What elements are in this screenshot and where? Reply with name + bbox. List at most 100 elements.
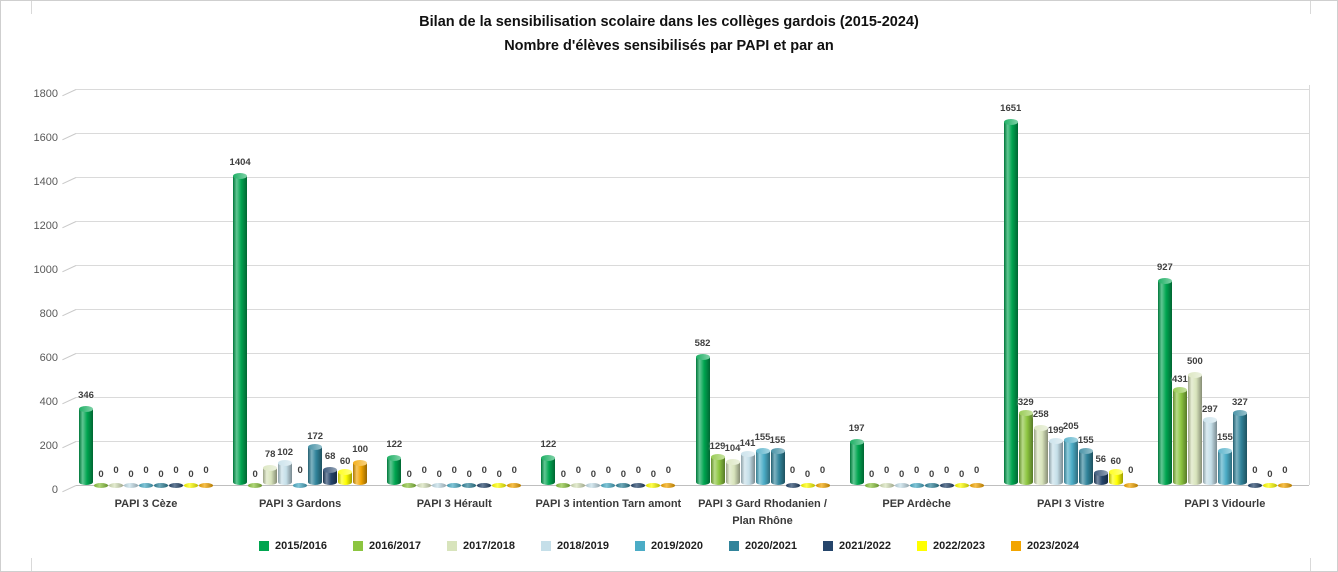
bar[interactable] <box>1048 441 1063 485</box>
zero-marker[interactable] <box>601 483 616 488</box>
bar[interactable] <box>1172 390 1187 485</box>
zero-marker[interactable] <box>154 483 168 488</box>
zero-marker[interactable] <box>661 483 676 488</box>
bar[interactable] <box>770 450 785 485</box>
zero-marker[interactable] <box>1277 483 1292 488</box>
legend-item[interactable]: 2018/2019 <box>541 540 609 552</box>
bar[interactable] <box>755 450 770 485</box>
zero-marker[interactable] <box>909 483 924 488</box>
bar[interactable] <box>1157 281 1172 485</box>
zero-marker[interactable] <box>462 483 477 488</box>
zero-marker[interactable] <box>785 483 800 488</box>
bar[interactable] <box>1187 375 1202 485</box>
bar[interactable] <box>710 456 725 485</box>
bar[interactable] <box>1003 121 1018 485</box>
legend-item[interactable]: 2021/2022 <box>823 540 891 552</box>
zero-marker[interactable] <box>199 483 213 488</box>
zero-marker[interactable] <box>417 483 432 488</box>
legend-item[interactable]: 2023/2024 <box>1011 540 1079 552</box>
bar[interactable] <box>323 470 338 485</box>
zero-marker[interactable] <box>800 483 815 488</box>
gridline <box>76 177 1309 178</box>
legend-item[interactable]: 2019/2020 <box>635 540 703 552</box>
zero-marker[interactable] <box>616 483 631 488</box>
bar[interactable] <box>1232 413 1247 485</box>
zero-marker[interactable] <box>507 483 522 488</box>
bar[interactable] <box>740 453 755 485</box>
value-label: 122 <box>386 439 403 451</box>
bar[interactable] <box>1217 450 1232 485</box>
value-label: 582 <box>694 337 711 349</box>
zero-marker[interactable] <box>477 483 492 488</box>
bar[interactable] <box>725 462 740 485</box>
zero-marker[interactable] <box>815 483 830 488</box>
legend-item[interactable]: 2020/2021 <box>729 540 797 552</box>
zero-marker[interactable] <box>1247 483 1262 488</box>
value-label: 0 <box>128 469 134 480</box>
zero-marker[interactable] <box>939 483 954 488</box>
bar[interactable] <box>1108 471 1123 485</box>
bar[interactable] <box>1018 412 1033 485</box>
zero-marker[interactable] <box>184 483 198 488</box>
zero-marker[interactable] <box>631 483 646 488</box>
legend-item[interactable]: 2015/2016 <box>259 540 327 552</box>
value-label: 155 <box>769 434 786 446</box>
bar[interactable] <box>1093 472 1108 485</box>
bar[interactable] <box>1063 439 1078 485</box>
zero-marker[interactable] <box>94 483 108 488</box>
zero-marker[interactable] <box>293 483 308 488</box>
zero-marker[interactable] <box>109 483 123 488</box>
bar[interactable] <box>541 458 556 485</box>
bar[interactable] <box>1078 450 1093 485</box>
value-label: 0 <box>620 469 627 480</box>
bar[interactable] <box>233 176 248 485</box>
legend-item[interactable]: 2017/2018 <box>447 540 515 552</box>
bar[interactable] <box>1202 419 1217 485</box>
zero-marker[interactable] <box>139 483 153 488</box>
zero-marker[interactable] <box>879 483 894 488</box>
zero-marker[interactable] <box>894 483 909 488</box>
value-label: 0 <box>868 469 875 480</box>
zero-marker[interactable] <box>864 483 879 488</box>
depth-tick-icon <box>62 133 77 141</box>
zero-marker[interactable] <box>402 483 417 488</box>
bar-top-face <box>1202 416 1217 423</box>
y-axis-tick-label: 0 <box>51 484 58 496</box>
gridline <box>76 89 1309 90</box>
zero-marker[interactable] <box>432 483 447 488</box>
bar[interactable] <box>79 408 93 485</box>
worksheet-gridline <box>31 1 32 14</box>
zero-marker[interactable] <box>169 483 183 488</box>
value-label: 0 <box>98 469 104 480</box>
zero-marker[interactable] <box>124 483 138 488</box>
bar[interactable] <box>308 447 323 485</box>
value-label: 0 <box>928 469 935 480</box>
zero-marker[interactable] <box>646 483 661 488</box>
bar[interactable] <box>338 471 353 485</box>
worksheet-gridline <box>31 558 32 571</box>
bar[interactable] <box>387 458 402 485</box>
value-label: 199 <box>1047 425 1064 437</box>
zero-marker[interactable] <box>571 483 586 488</box>
bar[interactable] <box>353 463 368 485</box>
legend-item[interactable]: 2022/2023 <box>917 540 985 552</box>
zero-marker[interactable] <box>969 483 984 488</box>
zero-marker[interactable] <box>1262 483 1277 488</box>
bar[interactable] <box>695 356 710 485</box>
zero-marker[interactable] <box>447 483 462 488</box>
bar[interactable] <box>263 467 278 485</box>
zero-marker[interactable] <box>492 483 507 488</box>
zero-marker[interactable] <box>954 483 969 488</box>
bar[interactable] <box>1033 428 1048 485</box>
zero-marker[interactable] <box>924 483 939 488</box>
value-label: 0 <box>665 465 672 476</box>
zero-marker[interactable] <box>556 483 571 488</box>
zero-marker[interactable] <box>248 483 263 488</box>
zero-marker[interactable] <box>1123 483 1138 488</box>
value-label: 0 <box>575 465 582 476</box>
legend-item[interactable]: 2016/2017 <box>353 540 421 552</box>
bar[interactable] <box>278 462 293 485</box>
zero-marker[interactable] <box>586 483 601 488</box>
bar[interactable] <box>849 441 864 485</box>
